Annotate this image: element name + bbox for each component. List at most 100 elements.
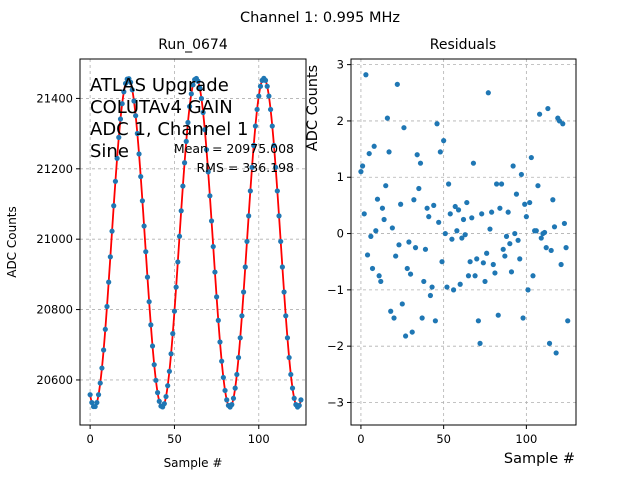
residual-point	[487, 226, 493, 232]
sample-point	[133, 113, 139, 119]
residual-point	[429, 284, 435, 290]
left-xlabel: Sample #	[164, 456, 223, 470]
residual-point	[384, 115, 390, 121]
left-xtick-label: 0	[86, 432, 93, 446]
sample-point	[156, 398, 162, 404]
residual-point	[485, 90, 491, 96]
sample-point	[274, 188, 280, 194]
right-xlabel: Sample #	[504, 451, 575, 467]
residual-point	[379, 205, 386, 211]
residual-point	[502, 253, 508, 259]
stats-mean: Mean = 20975.008	[174, 141, 294, 156]
sample-point	[284, 335, 291, 341]
sample-point	[276, 213, 282, 219]
residual-point	[417, 160, 424, 166]
residual-point	[548, 247, 554, 254]
residual-point	[359, 163, 366, 169]
sample-point	[278, 238, 284, 245]
residual-point	[368, 233, 374, 239]
sample-point	[234, 371, 240, 378]
sample-point	[166, 368, 172, 374]
figure-title: Channel 1: 0.995 MHz	[240, 10, 400, 26]
sample-point	[178, 208, 184, 214]
residual-point	[426, 214, 432, 220]
sample-point	[217, 339, 223, 345]
sample-point	[95, 392, 102, 398]
residual-point	[383, 183, 389, 189]
annotation-line-1: ATLAS Upgrade	[90, 75, 229, 96]
residual-point	[402, 333, 409, 339]
right-xtick-label: 50	[436, 432, 451, 446]
residual-point	[484, 250, 490, 256]
atlas-annotation: ATLAS Upgrade COLUTAv4 GAIN ADC 1, Chann…	[90, 75, 248, 162]
residual-point	[416, 185, 422, 192]
right-ytick-label: 3	[337, 58, 344, 72]
sample-point	[185, 119, 191, 126]
sample-point	[257, 83, 264, 89]
sample-point	[195, 78, 201, 84]
right-grid	[351, 59, 576, 425]
sample-point	[237, 335, 243, 341]
sample-point	[247, 188, 253, 194]
sample-point	[190, 82, 196, 88]
residual-point	[517, 256, 523, 262]
sample-point	[281, 289, 287, 295]
sample-point	[207, 193, 213, 199]
residual-point	[373, 228, 379, 234]
residuals-panel: Residuals 0 50 100 −3 −2 −1 0 1 2 3 Sample # ADC …	[305, 37, 577, 467]
residual-point	[493, 181, 500, 187]
residual-point	[459, 235, 465, 241]
sample-point	[239, 313, 245, 319]
residual-point	[388, 308, 394, 314]
residual-point	[510, 163, 516, 169]
sample-point	[289, 385, 296, 391]
residual-point	[393, 253, 399, 259]
sample-point	[165, 383, 171, 389]
residual-point	[421, 278, 427, 285]
left-ytick-label: 21000	[36, 232, 73, 246]
residual-point	[507, 241, 513, 247]
right-ytick-label: 1	[337, 170, 344, 184]
residual-point	[455, 207, 462, 213]
sample-point	[109, 228, 115, 234]
annotation-line-4: Sine	[90, 141, 129, 162]
residual-point	[446, 181, 452, 187]
residual-point	[407, 271, 414, 277]
sample-point	[183, 138, 189, 144]
residual-point	[437, 149, 443, 155]
sample-point	[104, 303, 110, 310]
sample-point	[251, 142, 257, 149]
sample-point	[144, 274, 151, 280]
sample-point	[119, 101, 125, 107]
residual-point	[406, 239, 412, 245]
right-ytick-label: −2	[327, 339, 344, 353]
residual-point	[376, 273, 382, 279]
residual-point	[527, 199, 533, 206]
residual-point	[537, 111, 543, 117]
residual-point	[475, 318, 481, 324]
sample-point	[163, 393, 169, 400]
sample-point	[296, 402, 302, 409]
residual-point	[366, 150, 372, 157]
sample-point	[298, 397, 304, 403]
residual-point	[412, 245, 419, 251]
left-xtick-label: 100	[248, 432, 270, 446]
residual-point	[480, 260, 486, 266]
residual-point	[378, 278, 384, 285]
residual-point	[479, 211, 485, 217]
sample-point	[205, 169, 211, 175]
sample-point	[87, 392, 93, 398]
right-axes-frame	[350, 58, 577, 426]
residual-point	[492, 270, 498, 276]
left-ytick-label: 20600	[36, 373, 73, 387]
residual-point	[452, 203, 458, 210]
residual-point	[386, 149, 392, 155]
residual-point	[449, 236, 455, 242]
residual-point	[447, 211, 453, 217]
residual-point	[436, 219, 442, 225]
sample-point	[215, 317, 221, 323]
sample-point	[264, 83, 270, 89]
residual-point	[398, 201, 404, 207]
sample-point	[111, 203, 117, 209]
